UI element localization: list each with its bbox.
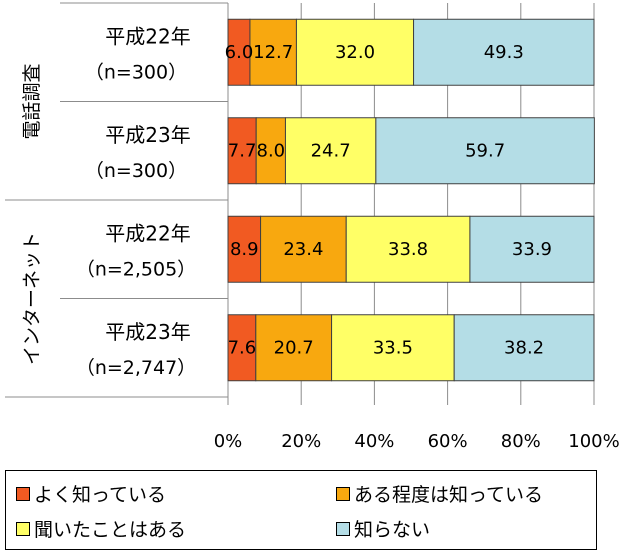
category-year-label: 平成23年 bbox=[105, 123, 190, 147]
bar-segment bbox=[375, 117, 595, 185]
data-labels: 6.0 12.7 32.0 49.3 7.7 8.0 24.7 59.7 8.9 23.4 33.8… bbox=[225, 42, 552, 359]
data-label: 24.7 bbox=[311, 140, 351, 161]
legend-label: 聞いたことはある bbox=[34, 519, 187, 541]
x-tick-label: 40% bbox=[354, 431, 394, 452]
data-label: 33.5 bbox=[373, 337, 413, 358]
category-labels: 平成22年 （n=300） 平成23年 （n=300） 平成22年 （n=2,505） 平成… bbox=[76, 24, 196, 379]
x-tick-label: 100% bbox=[568, 431, 619, 452]
data-label: 20.7 bbox=[274, 337, 314, 358]
bar-segment bbox=[249, 18, 297, 86]
legend-label: 知らない bbox=[354, 519, 431, 541]
bar-segment bbox=[345, 215, 471, 283]
data-label: 33.9 bbox=[512, 239, 552, 260]
bar-segment bbox=[227, 314, 257, 382]
data-label: 6.0 bbox=[225, 42, 254, 63]
data-label: 38.2 bbox=[504, 337, 544, 358]
category-n-label: （n=2,505） bbox=[76, 258, 196, 280]
bar-segment bbox=[413, 18, 595, 86]
group-label: インターネット bbox=[21, 232, 43, 365]
x-tick-label: 60% bbox=[428, 431, 468, 452]
category-n-label: （n=300） bbox=[85, 61, 187, 83]
legend-item: よく知っている bbox=[16, 483, 166, 507]
x-tick-label: 80% bbox=[501, 431, 541, 452]
data-label: 8.0 bbox=[257, 140, 286, 161]
data-label: 32.0 bbox=[335, 42, 375, 63]
data-label: 33.8 bbox=[388, 239, 428, 260]
legend-swatch bbox=[336, 486, 350, 501]
bar-segment bbox=[227, 215, 262, 283]
legend-swatch bbox=[16, 486, 30, 501]
legend-item: 知らない bbox=[336, 518, 430, 542]
legend-item: 聞いたことはある bbox=[16, 518, 186, 542]
data-label: 23.4 bbox=[283, 239, 323, 260]
legend: よく知っている ある程度は知っている 聞いたことはある 知らない bbox=[5, 470, 597, 550]
bar-segment bbox=[227, 117, 257, 185]
legend-swatch bbox=[16, 521, 30, 536]
bar-segment bbox=[469, 215, 595, 283]
category-n-label: （n=2,747） bbox=[76, 357, 196, 379]
legend-item: ある程度は知っている bbox=[336, 483, 543, 507]
data-label: 7.7 bbox=[228, 140, 257, 161]
data-label: 49.3 bbox=[484, 42, 524, 63]
data-label: 12.7 bbox=[253, 42, 293, 63]
legend-swatch bbox=[336, 521, 350, 536]
legend-label: ある程度は知っている bbox=[354, 484, 544, 506]
x-tick-label: 0% bbox=[214, 431, 243, 452]
data-label: 8.9 bbox=[230, 239, 259, 260]
bar-segment bbox=[260, 215, 347, 283]
bar-segment bbox=[453, 314, 595, 382]
group-label: 電話調査 bbox=[21, 63, 43, 139]
bar-segment bbox=[255, 314, 333, 382]
bar-segment bbox=[331, 314, 455, 382]
category-n-label: （n=300） bbox=[85, 160, 187, 182]
data-label: 7.6 bbox=[228, 337, 257, 358]
category-year-label: 平成22年 bbox=[105, 24, 190, 48]
bar-segment bbox=[255, 117, 286, 185]
category-year-label: 平成23年 bbox=[105, 320, 190, 344]
legend-label: よく知っている bbox=[34, 484, 167, 506]
bars bbox=[227, 18, 595, 382]
x-axis-ticks: 0% 20% 40% 60% 80% 100% bbox=[214, 431, 620, 452]
x-tick-label: 20% bbox=[281, 431, 321, 452]
bar-segment bbox=[284, 117, 377, 185]
data-label: 59.7 bbox=[465, 140, 505, 161]
category-year-label: 平成22年 bbox=[105, 221, 190, 245]
